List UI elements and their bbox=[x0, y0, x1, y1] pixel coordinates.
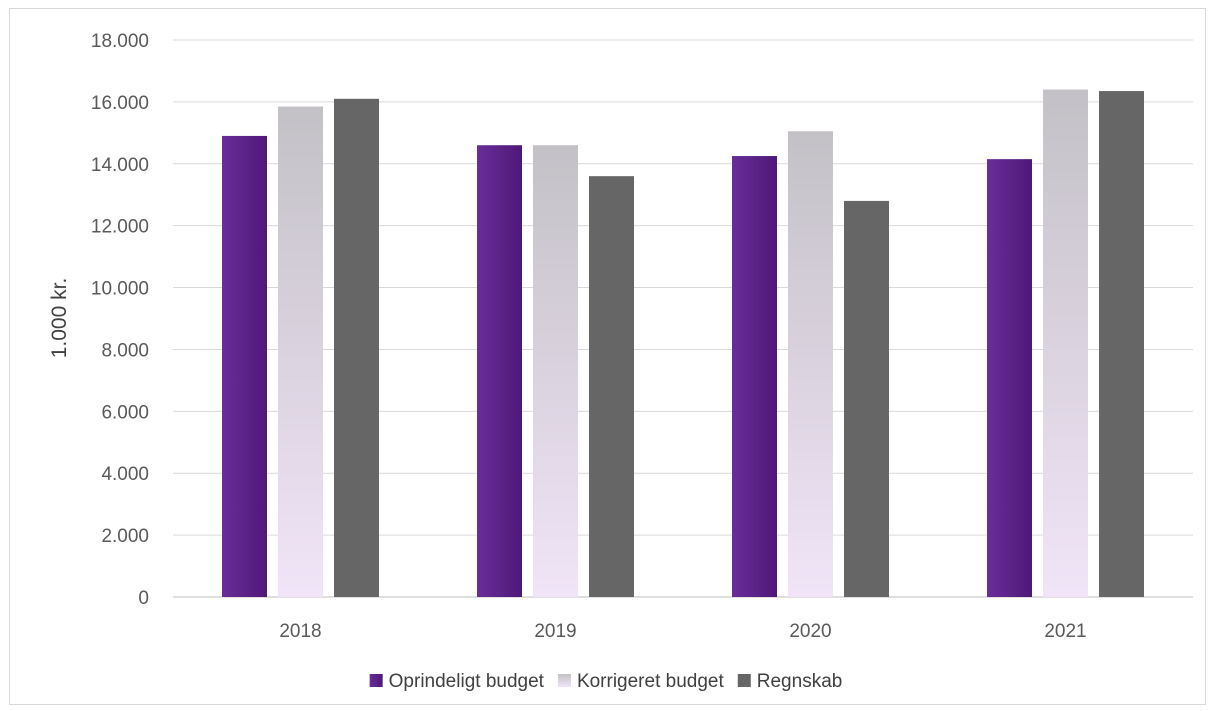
x-tick-label: 2019 bbox=[534, 621, 576, 642]
legend-label: Korrigeret budget bbox=[577, 671, 725, 692]
legend-label: Oprindeligt budget bbox=[389, 671, 545, 692]
y-axis-label: 1.000 kr. bbox=[48, 278, 71, 359]
legend-swatch bbox=[557, 674, 571, 687]
bar-2021-2 bbox=[1099, 91, 1144, 597]
bar-2018-0 bbox=[222, 135, 267, 597]
x-tick-label: 2020 bbox=[789, 621, 831, 642]
bar-2021-1 bbox=[1043, 89, 1088, 597]
y-tick-label: 12.000 bbox=[91, 217, 149, 238]
bar-2018-1 bbox=[278, 106, 323, 598]
x-tick-label: 2018 bbox=[279, 621, 321, 642]
gridlines bbox=[173, 39, 1193, 598]
bar-2021-0 bbox=[987, 159, 1032, 597]
bar-2019-2 bbox=[589, 176, 634, 597]
bar-2020-2 bbox=[844, 200, 889, 597]
bar-2019-1 bbox=[533, 145, 578, 597]
x-tick-label: 2021 bbox=[1044, 621, 1086, 642]
y-tick-label: 6.000 bbox=[101, 402, 149, 423]
y-tick-label: 18.000 bbox=[91, 31, 149, 52]
legend-label: Regnskab bbox=[757, 671, 843, 692]
bar-2018-2 bbox=[334, 98, 379, 598]
y-tick-label: 0 bbox=[138, 588, 149, 609]
y-tick-label: 10.000 bbox=[91, 279, 149, 300]
legend-swatch bbox=[737, 674, 751, 687]
legend-swatch bbox=[369, 674, 383, 687]
y-axis-ticks: 0 2.000 4.000 6.000 8.000 10.000 12.000 14.000 1… bbox=[91, 31, 149, 609]
legend: Oprindeligt budget Korrigeret budget Regns… bbox=[369, 671, 843, 692]
y-tick-label: 4.000 bbox=[101, 464, 149, 485]
bar-2020-1 bbox=[788, 131, 833, 597]
bar-2020-0 bbox=[732, 156, 777, 597]
y-tick-label: 8.000 bbox=[101, 340, 149, 361]
y-tick-label: 2.000 bbox=[101, 526, 149, 547]
x-axis-ticks: 2018 2019 2020 2021 bbox=[279, 621, 1086, 642]
bars bbox=[222, 89, 1144, 598]
y-tick-label: 14.000 bbox=[91, 155, 149, 176]
bar-2019-0 bbox=[477, 145, 522, 597]
y-tick-label: 16.000 bbox=[91, 93, 149, 114]
